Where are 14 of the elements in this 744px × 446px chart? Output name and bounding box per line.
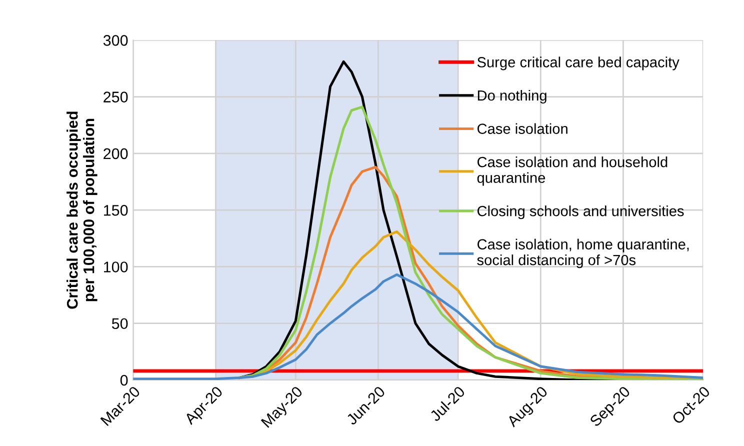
y-tick-label: 150 — [104, 204, 128, 216]
legend-label: Case isolation and household quarantine — [477, 156, 668, 186]
legend-label: Closing schools and universities — [478, 206, 684, 220]
legend-label: Case isolation, home quarantine, social distancing of >70s — [477, 238, 689, 268]
legend-label: Do nothing — [478, 90, 546, 104]
y-tick-label: 250 — [104, 92, 128, 102]
y-tick-label: 200 — [104, 148, 128, 160]
legend-label: Surge critical care bed capacity — [477, 56, 680, 70]
y-tick-label: 50 — [112, 318, 128, 330]
y-tick-label: 300 — [103, 35, 128, 46]
y-tick-label: 0 — [120, 374, 128, 386]
y-tick-label: 100 — [104, 262, 128, 272]
legend-label: Case isolation — [478, 123, 568, 134]
y-axis-title: Critical care beds occupied per 100,000 of population — [66, 112, 98, 309]
